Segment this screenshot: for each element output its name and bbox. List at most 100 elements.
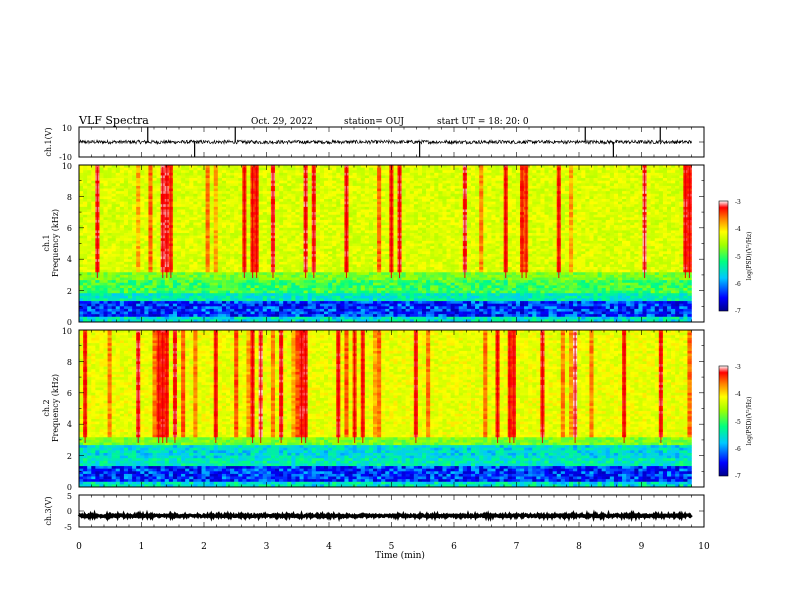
spectrogram-cell [189, 212, 193, 215]
spectrogram-cell [112, 196, 116, 199]
spectrogram-cell [647, 189, 651, 192]
spectrogram-cell [442, 170, 446, 173]
spectrogram-cell [202, 173, 206, 176]
spectrogram-cell [320, 202, 324, 205]
spectrogram-cell [553, 199, 557, 202]
spectrogram-cell [316, 236, 320, 239]
spectrogram-cell [569, 246, 573, 249]
spectrogram-cell [418, 241, 422, 244]
spectrogram-cell [185, 230, 189, 233]
spectrogram-cell [173, 178, 177, 181]
spectrogram-cell [545, 233, 549, 236]
spectrogram-cell [659, 241, 663, 244]
spectrogram-cell [402, 168, 406, 171]
spectrogram-cell [259, 244, 263, 247]
spectrogram-cell [349, 170, 353, 173]
spectrogram-cell [655, 178, 659, 181]
spectrogram-cell [402, 183, 406, 186]
spectrogram-cell [136, 194, 140, 197]
spectrogram-cell [185, 202, 189, 205]
spectrogram-cell [340, 233, 344, 236]
spectrogram-cell [230, 168, 234, 171]
spectrogram-cell [500, 173, 504, 176]
spectrogram-cell [451, 202, 455, 205]
spectrogram-cell [283, 233, 287, 236]
spectrogram-cell [87, 175, 91, 178]
spectrogram-cell [475, 173, 479, 176]
spectrogram-cell [565, 191, 569, 194]
spectrogram-cell [291, 181, 295, 184]
spectrogram-cell [124, 223, 128, 226]
spectrogram-cell [675, 238, 679, 241]
spectrogram-cell [647, 215, 651, 218]
spectrogram-cell [377, 207, 381, 210]
spectrogram-cell [512, 238, 516, 241]
spectrogram-cell [418, 217, 422, 220]
spectrogram-cell [487, 191, 491, 194]
spectrogram-cell [157, 228, 161, 231]
spectrogram-cell [189, 220, 193, 223]
spectrogram-cell [393, 186, 397, 189]
spectrogram-cell [451, 186, 455, 189]
spectrogram-cell [320, 238, 324, 241]
spectrogram-cell [483, 183, 487, 186]
spectrogram-cell [353, 225, 357, 228]
spectrogram-cell [140, 249, 144, 252]
spectrogram-cell [193, 220, 197, 223]
spectrogram-cell [385, 217, 389, 220]
spectrogram-cell [381, 212, 385, 215]
spectrogram-cell [206, 225, 210, 228]
spectrogram-cell [606, 173, 610, 176]
spectrogram-cell [202, 223, 206, 226]
spectrogram-cell [426, 175, 430, 178]
spectrogram-cell [124, 204, 128, 207]
spectrogram-cell [140, 238, 144, 241]
spectrogram-cell [275, 230, 279, 233]
spectrogram-cell [594, 173, 598, 176]
spectrogram-cell [561, 217, 565, 220]
spectrogram-cell [300, 244, 304, 247]
spectrogram-cell [614, 230, 618, 233]
spectrogram-cell [553, 175, 557, 178]
spectrogram-cell [438, 212, 442, 215]
spectrogram-cell [438, 207, 442, 210]
spectrogram-cell [540, 196, 544, 199]
spectrogram-cell [500, 178, 504, 181]
spectrogram-cell [634, 173, 638, 176]
spectrogram-cell [316, 209, 320, 212]
spectrogram-cell [197, 181, 201, 184]
spectrogram-cell [206, 212, 210, 215]
spectrogram-cell [602, 202, 606, 205]
spectrogram-cell [647, 175, 651, 178]
spectrogram-cell [651, 238, 655, 241]
spectrogram-cell [238, 207, 242, 210]
spectrogram-cell [406, 196, 410, 199]
spectrogram-cell [671, 212, 675, 215]
spectrogram-cell [218, 212, 222, 215]
spectrogram-cell [291, 212, 295, 215]
spectrogram-cell [434, 230, 438, 233]
spectrogram-cell [594, 181, 598, 184]
spectrogram-cell [291, 173, 295, 176]
spectrogram-cell [438, 186, 442, 189]
spectrogram-cell [83, 246, 87, 249]
spectrogram-cell [226, 236, 230, 239]
spectrogram-cell [300, 173, 304, 176]
spectrogram-cell [606, 228, 610, 231]
spectrogram-cell [157, 199, 161, 202]
spectrogram-cell [369, 209, 373, 212]
spectrogram-cell [108, 225, 112, 228]
spectrogram-cell [671, 223, 675, 226]
spectrogram-cell [467, 183, 471, 186]
spectrogram-cell [540, 244, 544, 247]
spectrogram-cell [422, 183, 426, 186]
spectrogram-cell [173, 236, 177, 239]
spectrogram-cell [157, 220, 161, 223]
spectrogram-cell [442, 228, 446, 231]
spectrogram-cell [393, 207, 397, 210]
spectrogram-cell [496, 236, 500, 239]
spectrogram-cell [516, 246, 520, 249]
spectrogram-cell [630, 181, 634, 184]
spectrogram-cell [349, 220, 353, 223]
spectrogram-cell [263, 212, 267, 215]
